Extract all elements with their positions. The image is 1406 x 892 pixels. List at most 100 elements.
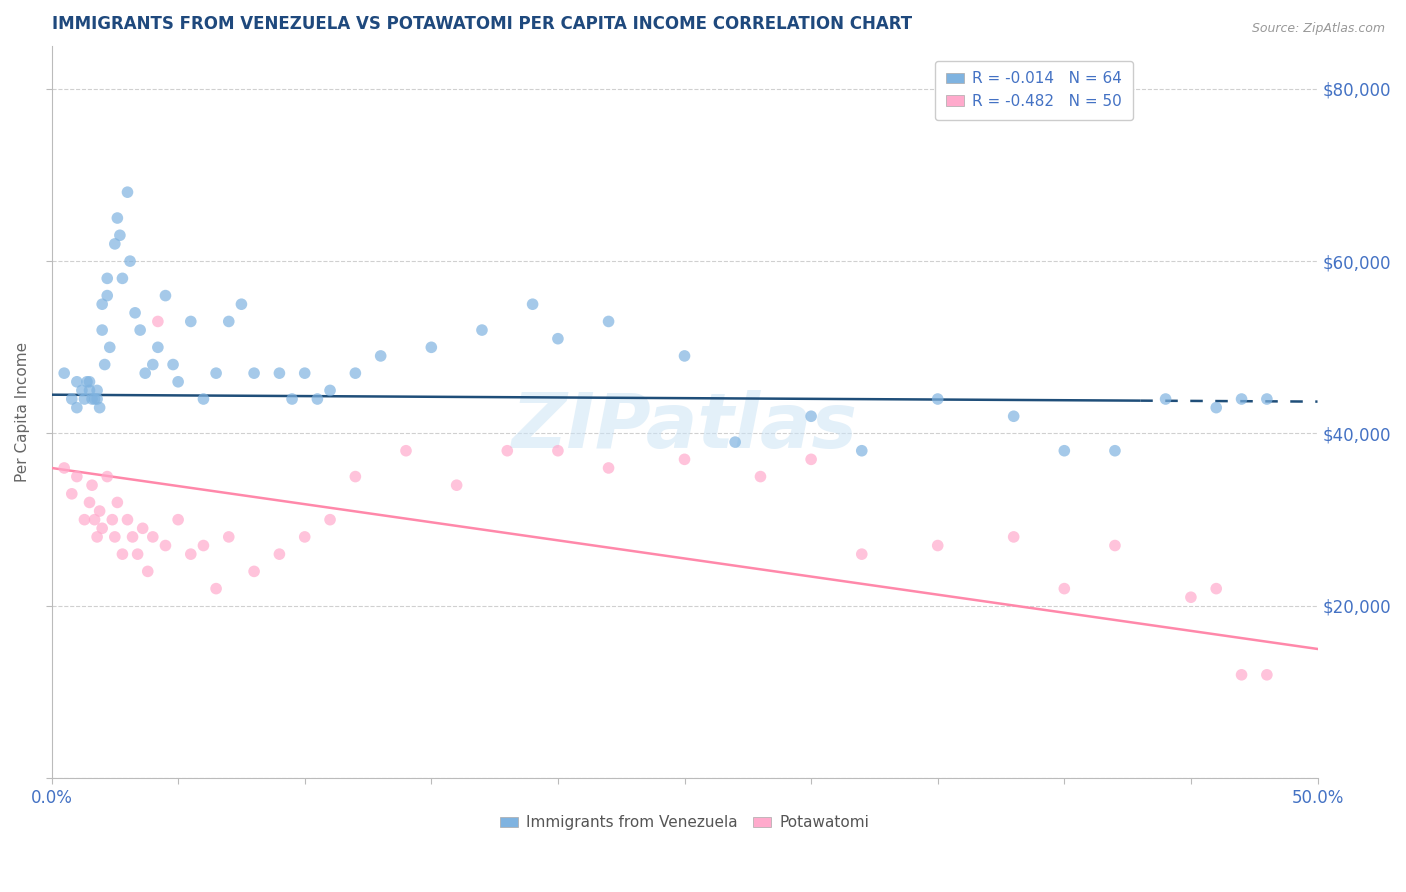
Point <box>1180 591 1202 605</box>
Point <box>344 469 367 483</box>
Point <box>281 392 304 406</box>
Point <box>73 513 96 527</box>
Point <box>121 530 143 544</box>
Point <box>96 271 118 285</box>
Point <box>180 314 202 328</box>
Point <box>146 314 169 328</box>
Text: IMMIGRANTS FROM VENEZUELA VS POTAWATOMI PER CAPITA INCOME CORRELATION CHART: IMMIGRANTS FROM VENEZUELA VS POTAWATOMI … <box>52 15 911 33</box>
Point <box>1053 443 1076 458</box>
Point <box>117 513 139 527</box>
Point <box>80 392 103 406</box>
Point <box>496 443 519 458</box>
Point <box>218 530 240 544</box>
Point <box>111 547 134 561</box>
Point <box>86 384 108 398</box>
Point <box>800 452 823 467</box>
Point <box>66 401 89 415</box>
Point <box>344 366 367 380</box>
Legend: Immigrants from Venezuela, Potawatomi: Immigrants from Venezuela, Potawatomi <box>494 809 875 837</box>
Point <box>167 513 190 527</box>
Point <box>1154 392 1177 406</box>
Point <box>1205 582 1227 596</box>
Point <box>104 530 127 544</box>
Y-axis label: Per Capita Income: Per Capita Income <box>15 342 30 482</box>
Point <box>83 392 105 406</box>
Point <box>1002 409 1025 424</box>
Point <box>89 504 111 518</box>
Point <box>269 366 291 380</box>
Point <box>1256 392 1278 406</box>
Point <box>547 332 569 346</box>
Point <box>800 409 823 424</box>
Point <box>370 349 392 363</box>
Point <box>218 314 240 328</box>
Point <box>193 392 215 406</box>
Point <box>319 384 342 398</box>
Point <box>307 392 329 406</box>
Point <box>294 366 316 380</box>
Point <box>162 358 184 372</box>
Point <box>79 495 101 509</box>
Point <box>243 366 266 380</box>
Point <box>1104 443 1126 458</box>
Point <box>269 547 291 561</box>
Point <box>193 539 215 553</box>
Point <box>53 366 76 380</box>
Point <box>66 375 89 389</box>
Point <box>1256 668 1278 682</box>
Point <box>136 565 159 579</box>
Text: Source: ZipAtlas.com: Source: ZipAtlas.com <box>1251 22 1385 36</box>
Point <box>60 392 83 406</box>
Point <box>76 375 98 389</box>
Point <box>598 461 620 475</box>
Point <box>104 236 127 251</box>
Point <box>395 443 418 458</box>
Point <box>180 547 202 561</box>
Point <box>420 340 443 354</box>
Point <box>89 401 111 415</box>
Point <box>851 547 873 561</box>
Point <box>205 366 228 380</box>
Point <box>155 288 177 302</box>
Point <box>319 513 342 527</box>
Point <box>547 443 569 458</box>
Point <box>134 366 156 380</box>
Point <box>66 469 89 483</box>
Point <box>142 358 165 372</box>
Point <box>146 340 169 354</box>
Point <box>927 539 949 553</box>
Point <box>98 340 121 354</box>
Point <box>73 392 96 406</box>
Point <box>243 565 266 579</box>
Point <box>673 349 696 363</box>
Point <box>96 288 118 302</box>
Point <box>80 478 103 492</box>
Point <box>105 211 128 225</box>
Point <box>522 297 544 311</box>
Point <box>851 443 873 458</box>
Point <box>111 271 134 285</box>
Point <box>91 297 114 311</box>
Point <box>167 375 190 389</box>
Point <box>127 547 149 561</box>
Point <box>155 539 177 553</box>
Point <box>142 530 165 544</box>
Point <box>53 461 76 475</box>
Point <box>91 521 114 535</box>
Point <box>86 530 108 544</box>
Point <box>70 384 93 398</box>
Point <box>108 228 131 243</box>
Point <box>749 469 772 483</box>
Point <box>117 185 139 199</box>
Point <box>724 435 747 450</box>
Point <box>471 323 494 337</box>
Point <box>598 314 620 328</box>
Point <box>124 306 146 320</box>
Point <box>79 375 101 389</box>
Point <box>83 513 105 527</box>
Point <box>105 495 128 509</box>
Point <box>129 323 152 337</box>
Point <box>231 297 253 311</box>
Point <box>1230 668 1253 682</box>
Point <box>101 513 124 527</box>
